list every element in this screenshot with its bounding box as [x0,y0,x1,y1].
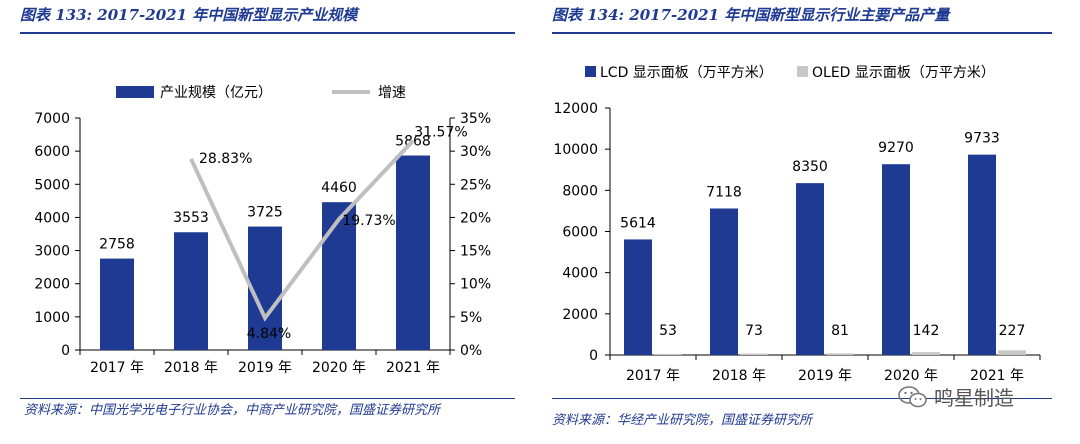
right-tick-label: 35% [460,111,491,127]
oled-bar-label: 81 [831,323,849,339]
revenue-bar-label: 3553 [173,210,209,226]
right-title-rule [552,32,1052,34]
lcd-bar [882,164,910,355]
right-tick-label: 20% [460,210,491,226]
revenue-bar-label: 3725 [247,205,283,221]
right-chart-title: 图表 134: 2017-2021 年中国新型显示行业主要产品产量 [552,6,950,24]
right-tick-label: 5% [460,310,482,326]
x-tick-label: 2018 年 [164,360,218,376]
watermark-text: 鸣星制造 [934,386,1014,410]
revenue-bar [174,232,208,350]
growth-data-label: 19.73% [342,213,395,229]
left-source: 资料来源：中国光学光电子行业协会，中商产业研究院，国盛证券研究所 [24,403,441,418]
legend-lcd-swatch [585,66,596,77]
legend-lcd-label: LCD 显示面板（万平方米） [600,65,773,81]
oled-bar [912,352,940,355]
oled-bar [998,350,1026,355]
y-tick-label: 2000 [562,307,598,323]
legend-revenue-label: 产业规模（亿元） [160,85,272,101]
left-tick-label: 7000 [34,111,70,127]
y-tick-label: 4000 [562,266,598,282]
lcd-bar [968,154,996,355]
legend-growth-label: 增速 [378,85,406,101]
x-tick-label: 2020 年 [884,368,938,384]
x-tick-label: 2017 年 [90,360,144,376]
oled-bar [826,353,854,355]
left-tick-label: 6000 [34,144,70,160]
lcd-bar [796,183,824,355]
left-source-rule [20,398,515,399]
left-tick-label: 1000 [34,310,70,326]
growth-data-label: 31.57% [414,125,467,141]
revenue-bar-label: 2758 [99,237,135,253]
revenue-bar [248,226,282,350]
x-tick-label: 2021 年 [970,368,1024,384]
legend-revenue-swatch [116,86,154,98]
lcd-bar-label: 9733 [964,131,1000,147]
wechat-icon [898,385,928,408]
oled-bar-label: 53 [659,323,677,339]
y-tick-label: 12000 [553,101,598,117]
left-tick-label: 4000 [34,210,70,226]
lcd-bar-label: 5614 [620,215,656,231]
oled-bar-label: 73 [745,323,763,339]
right-source-rule [552,398,1052,399]
x-tick-label: 2019 年 [238,360,292,376]
legend-oled-label: OLED 显示面板（万平方米） [812,65,995,81]
revenue-bar [396,155,430,350]
left-tick-label: 3000 [34,244,70,260]
watermark: 鸣星制造 [898,382,1014,411]
x-tick-label: 2020 年 [312,360,366,376]
lcd-bar [624,239,652,355]
legend-oled-swatch [797,66,808,77]
left-tick-label: 2000 [34,277,70,293]
y-tick-label: 0 [589,348,598,364]
y-tick-label: 6000 [562,225,598,241]
lcd-bar [710,208,738,355]
y-tick-label: 10000 [553,142,598,158]
oled-bar [740,353,768,355]
lcd-bar-label: 8350 [792,159,828,175]
x-tick-label: 2017 年 [626,368,680,384]
right-tick-label: 10% [460,277,491,293]
revenue-bar [322,202,356,350]
lcd-bar-label: 7118 [706,184,742,200]
growth-data-label: 28.83% [199,151,252,167]
revenue-bar [100,258,134,350]
x-tick-label: 2019 年 [798,368,852,384]
x-tick-label: 2021 年 [386,360,440,376]
growth-line [189,139,415,322]
right-tick-label: 15% [460,244,491,260]
revenue-bar-label: 4460 [321,180,357,196]
left-tick-label: 5000 [34,177,70,193]
left-title-rule [20,32,515,34]
y-tick-label: 8000 [562,183,598,199]
right-tick-label: 25% [460,177,491,193]
right-tick-label: 30% [460,144,491,160]
oled-bar [654,353,682,355]
x-tick-label: 2018 年 [712,368,766,384]
growth-data-label: 4.84% [247,326,291,342]
lcd-bar-label: 9270 [878,140,914,156]
right-source: 资料来源：华经产业研究院，国盛证券研究所 [552,413,813,428]
left-chart-title: 图表 133: 2017-2021 年中国新型显示产业规模 [20,6,358,24]
left-tick-label: 0 [61,343,70,359]
oled-bar-label: 142 [913,323,940,339]
right-tick-label: 0% [460,343,482,359]
oled-bar-label: 227 [999,323,1026,339]
